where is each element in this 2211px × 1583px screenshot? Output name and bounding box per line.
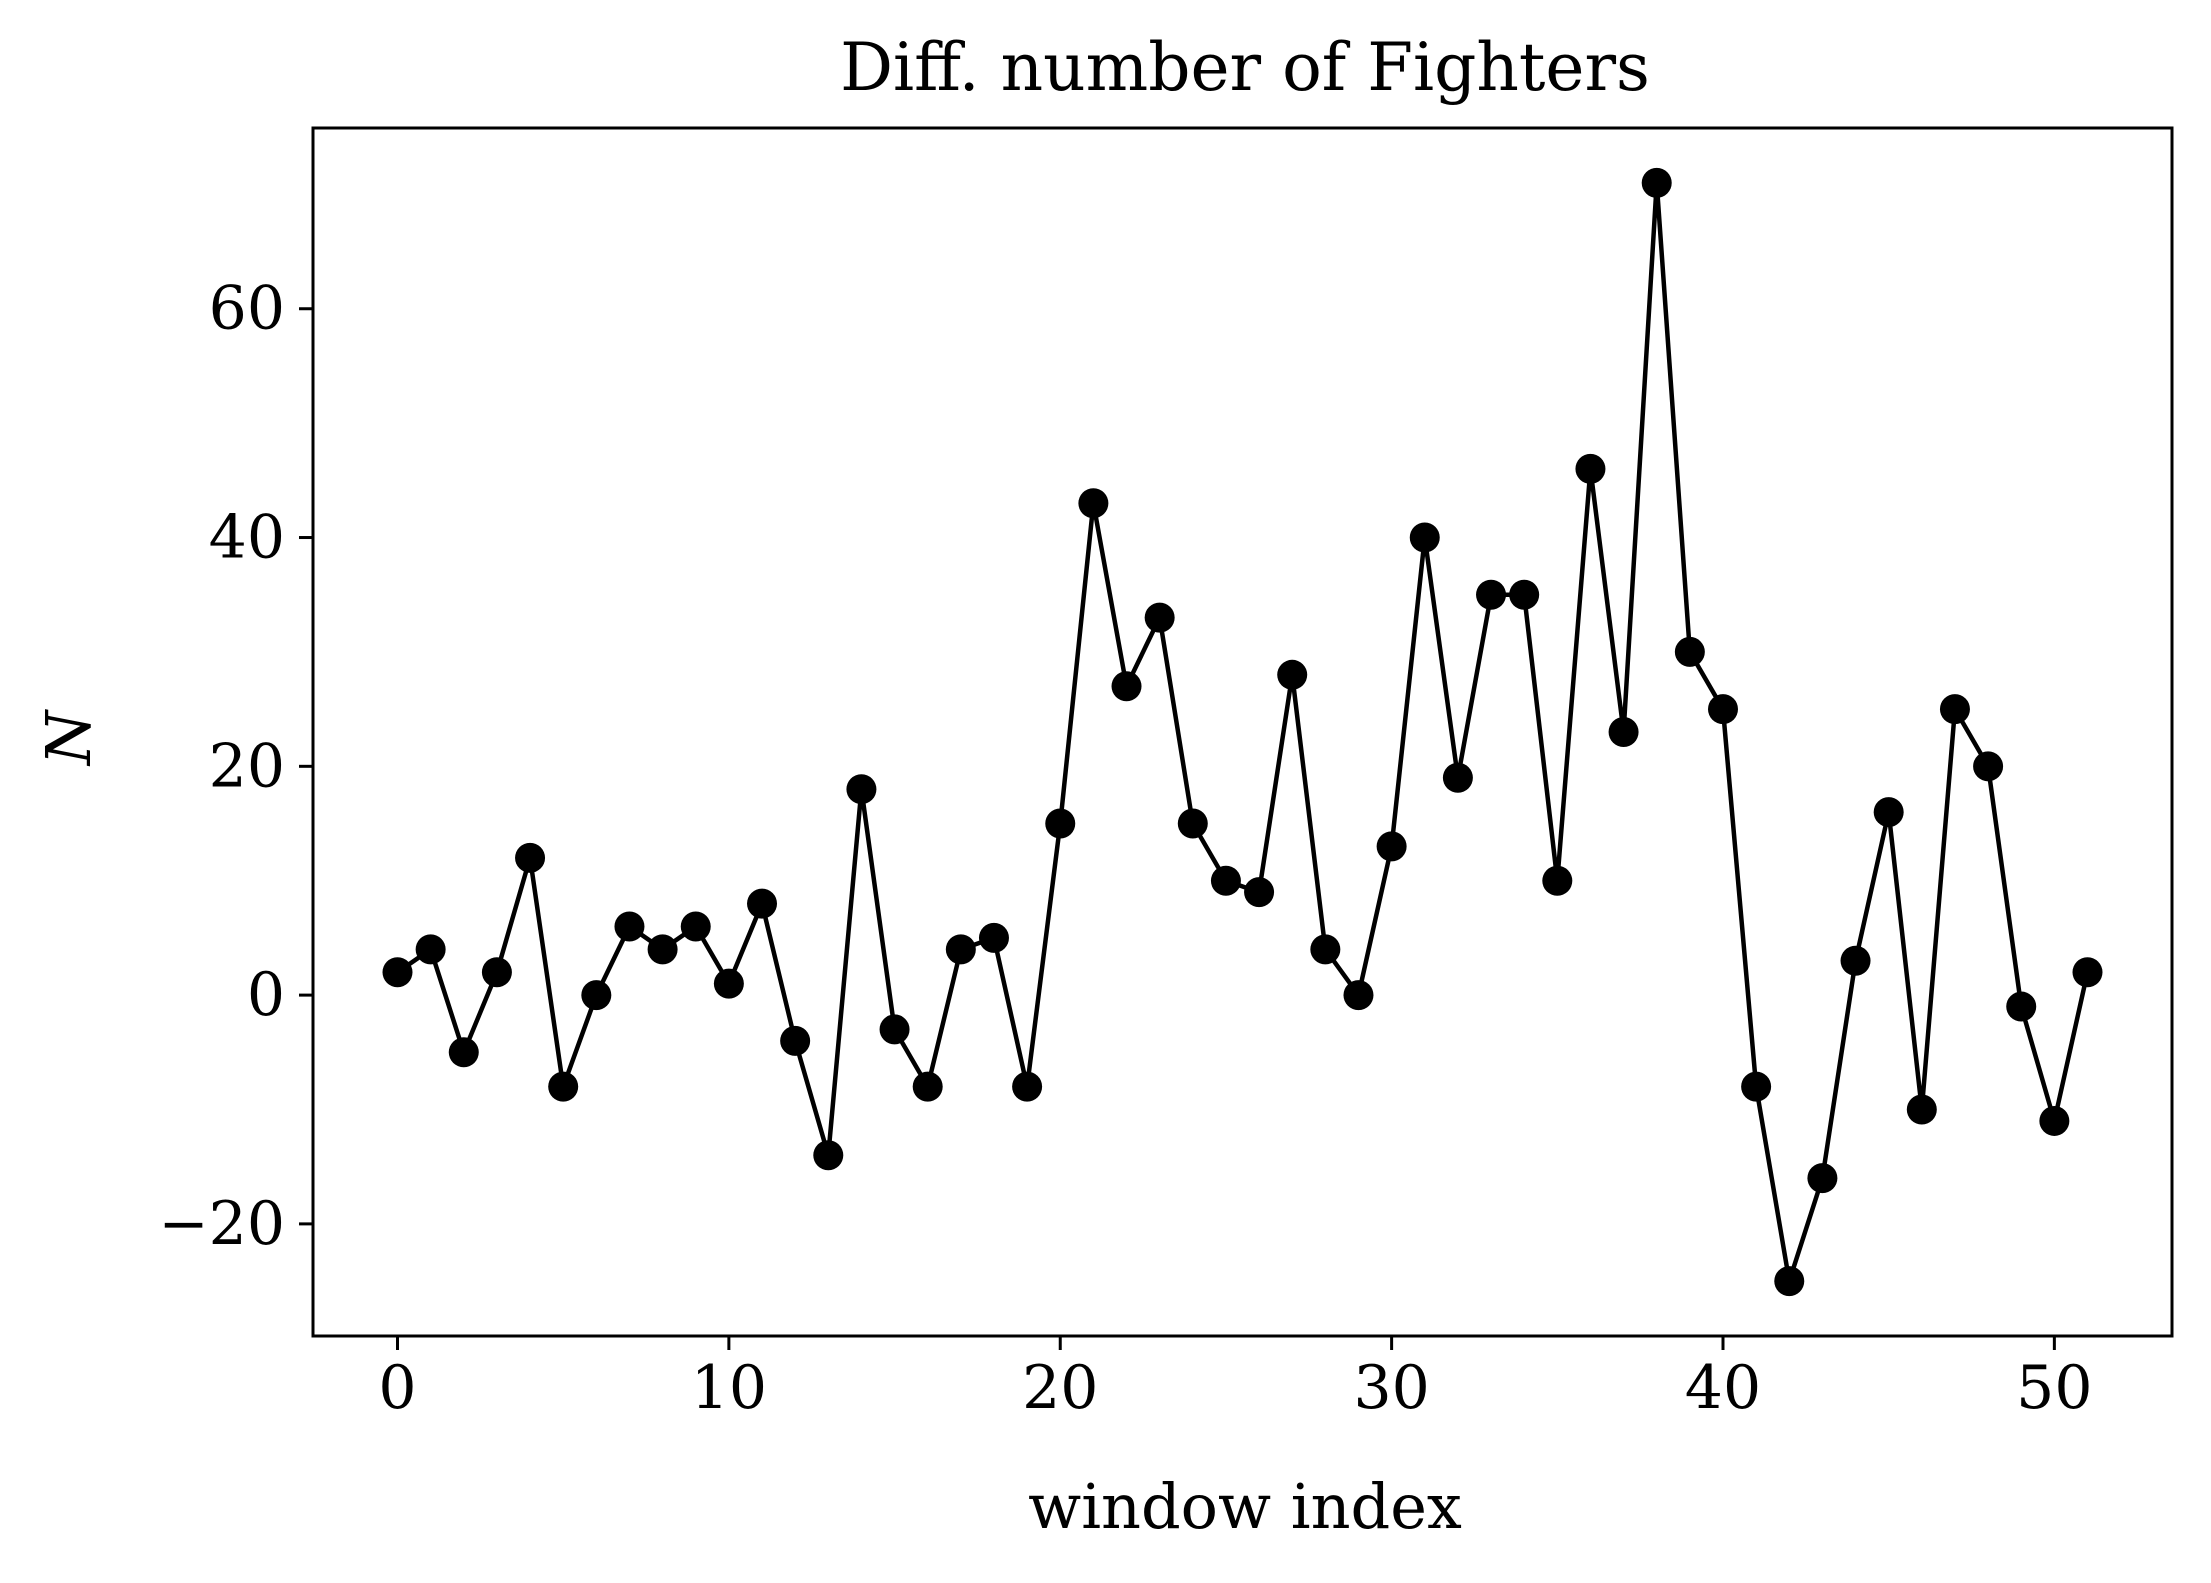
x-tick-label: 50 [2016,1353,2092,1423]
data-point [1409,522,1440,553]
data-point [1840,945,1871,976]
y-tick-label: 20 [209,731,285,801]
data-point [1442,762,1473,793]
data-point [1078,488,1109,519]
data-point [1277,659,1308,690]
data-point [1376,831,1407,862]
data-point [1476,579,1507,610]
data-point [680,911,711,942]
data-point [1343,980,1374,1011]
data-point [1973,751,2004,782]
y-tick-label: 0 [247,960,285,1030]
y-tick-label: 60 [209,274,285,344]
data-point [1807,1163,1838,1194]
data-point [879,1014,910,1045]
data-point [1707,694,1738,725]
data-point [415,934,446,965]
data-point [813,1140,844,1171]
data-point [1674,636,1705,667]
data-point [747,888,778,919]
plot-area [382,167,2103,1297]
data-point [1045,808,1076,839]
data-point [1939,694,1970,725]
data-point [1774,1266,1805,1297]
data-point [1310,934,1341,965]
series-markers [382,167,2103,1297]
data-point [978,922,1009,953]
x-tick-label: 20 [1022,1353,1098,1423]
data-point [515,842,546,873]
x-tick-label: 30 [1353,1353,1429,1423]
x-axis-ticks: 0 10 20 30 40 50 [378,1336,2093,1423]
data-point [1575,453,1606,484]
x-tick-label: 40 [1685,1353,1761,1423]
data-point [2072,957,2103,988]
axes-frame [311,126,2174,1338]
data-point [1741,1071,1772,1102]
data-point [1210,865,1241,896]
y-axis-ticks: −20 0 20 40 60 [158,274,313,1259]
data-point [1542,865,1573,896]
data-point [713,968,744,999]
data-point [1144,602,1175,633]
data-point [846,774,877,805]
data-point [1873,797,1904,828]
data-point [548,1071,579,1102]
data-point [1906,1094,1937,1125]
data-point [1641,167,1672,198]
y-tick-label: 40 [209,503,285,573]
x-axis-label: window index [1028,1470,1462,1543]
data-point [780,1025,811,1056]
x-tick-label: 0 [378,1353,416,1423]
data-point [448,1037,479,1068]
data-point [1608,717,1639,747]
y-tick-label: −20 [158,1189,285,1259]
data-point [945,934,976,965]
data-point [581,980,612,1011]
data-point [1111,671,1142,702]
x-tick-label: 10 [691,1353,767,1423]
data-point [614,911,645,942]
data-point [2006,991,2037,1022]
y-axis-label: N [32,708,105,767]
data-point [1244,877,1275,908]
data-point [912,1071,943,1102]
data-point [1012,1071,1043,1102]
chart-title: Diff. number of Fighters [840,29,1650,106]
data-point [1509,579,1540,610]
data-point [481,957,512,988]
data-point [647,934,678,965]
series-line [395,180,2090,1284]
data-point [382,957,413,988]
data-point [2039,1105,2070,1136]
data-point [1177,808,1208,839]
